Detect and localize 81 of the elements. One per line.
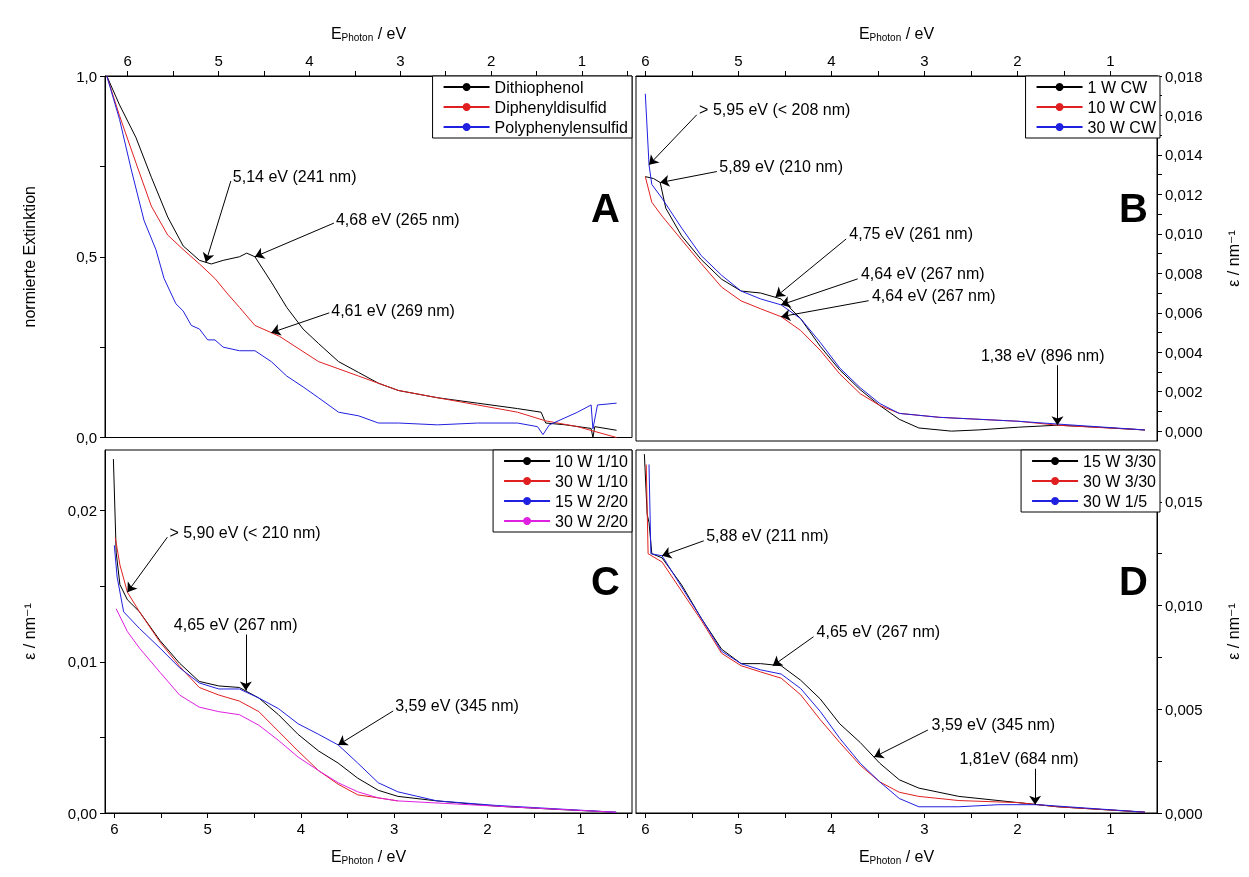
x-tick-label: 6 [641,52,650,69]
x-tick-label: 4 [827,52,836,69]
x-tick-label: 4 [305,52,314,69]
x-tick-label: 2 [483,820,492,837]
y-tick-label: 1,0 [76,67,97,85]
legend-label: 15 W 3/30 [1083,452,1157,470]
annotation: > 5,95 eV (< 208 nm) [699,101,851,119]
annotation: 3,59 eV (345 nm) [931,716,1056,734]
annotation: 3,59 eV (345 nm) [395,697,519,715]
annotation: 1,81eV (684 nm) [959,750,1079,768]
x-tick-label: 1 [1106,820,1115,837]
y-tick-label: 0,5 [76,248,97,266]
y-tick-label: 0,00 [67,804,97,822]
legend-label: 10 W 1/10 [555,452,629,470]
x-tick-label: 2 [1013,52,1022,69]
y-tick-label: 0,010 [1165,597,1203,615]
annotation: 4,75 eV (261 nm) [849,225,973,243]
x-tick-label: 3 [396,52,405,69]
annotation: 5,14 eV (241 nm) [232,168,357,186]
legend-label: 30 W 2/20 [555,512,629,530]
annotation: 4,64 eV (267 nm) [860,265,985,283]
y-tick-label: 0,004 [1165,343,1203,361]
y-tick-label: 0,000 [1165,804,1203,822]
legend-label: 10 W CW [1087,98,1157,116]
legend-label: 1 W CW [1087,78,1148,96]
legend-label: 30 W 3/30 [1083,472,1157,490]
x-tick-label: 1 [577,52,587,69]
annotation: > 5,90 eV (< 210 nm) [169,523,321,541]
y-tick-label: 0,015 [1165,493,1203,511]
y-axis-title: normierte Extinktion [20,186,38,328]
y-tick-label: 0,02 [67,502,97,519]
annotation: A [591,186,620,230]
annotation: 1,38 eV (896 nm) [980,346,1105,364]
y-tick-label: 0,0 [76,429,97,446]
y-tick-label: 0,018 [1165,67,1203,85]
x-tick-label: 6 [110,820,119,837]
y-axis-title: ε / nm⁻¹ [1224,603,1242,660]
x-tick-label: 5 [734,52,743,69]
annotation: 4,61 eV (269 nm) [331,301,455,319]
annotation: 5,89 eV (210 nm) [719,158,843,176]
y-tick-label: 0,01 [67,653,97,671]
x-tick-label: 4 [827,820,836,837]
y-axis-title: ε / nm⁻¹ [1224,230,1242,287]
legend-label: Polyphenylensulfid [494,118,628,136]
y-tick-label: 0,005 [1165,700,1203,718]
x-tick-label: 3 [389,820,399,837]
y-tick-label: 0,000 [1165,422,1203,440]
annotation: 5,88 eV (211 nm) [706,527,829,545]
annotation: B [1119,186,1148,230]
x-tick-label: 5 [203,820,212,837]
x-tick-label: 5 [734,820,743,837]
x-tick-label: 6 [641,820,650,837]
y-tick-label: 0,014 [1165,146,1203,164]
legend-label: Dithiophenol [494,78,584,96]
y-tick-label: 0,008 [1165,264,1203,282]
annotation: 4,65 eV (267 nm) [816,623,941,641]
x-tick-label: 6 [123,52,132,69]
x-tick-label: 1 [1106,52,1115,69]
y-tick-label: 0,016 [1165,106,1203,124]
x-tick-label: 2 [486,52,496,69]
annotation: 4,64 eV (267 nm) [871,287,996,305]
y-tick-label: 0,002 [1165,383,1203,401]
x-tick-label: 2 [1013,820,1022,837]
annotation: 4,68 eV (265 nm) [335,211,460,228]
annotation: 4,65 eV (267 nm) [173,615,298,633]
x-tick-label: 1 [576,820,585,837]
annotation: C [591,559,620,604]
y-axis-title: ε / nm⁻¹ [20,603,38,660]
x-tick-label: 5 [214,52,223,69]
x-tick-label: 3 [920,52,929,69]
annotation: D [1119,559,1148,604]
x-tick-label: 4 [296,820,306,837]
legend-label: 30 W CW [1087,118,1157,136]
legend-label: 30 W 1/10 [555,472,629,490]
x-tick-label: 3 [920,820,929,837]
y-tick-label: 0,012 [1165,185,1203,203]
legend-label: 30 W 1/5 [1083,492,1148,510]
y-tick-label: 0,006 [1165,304,1203,322]
legend-label: 15 W 2/20 [555,492,629,510]
legend-label: Diphenyldisulfid [494,98,607,116]
y-tick-label: 0,010 [1165,225,1203,243]
